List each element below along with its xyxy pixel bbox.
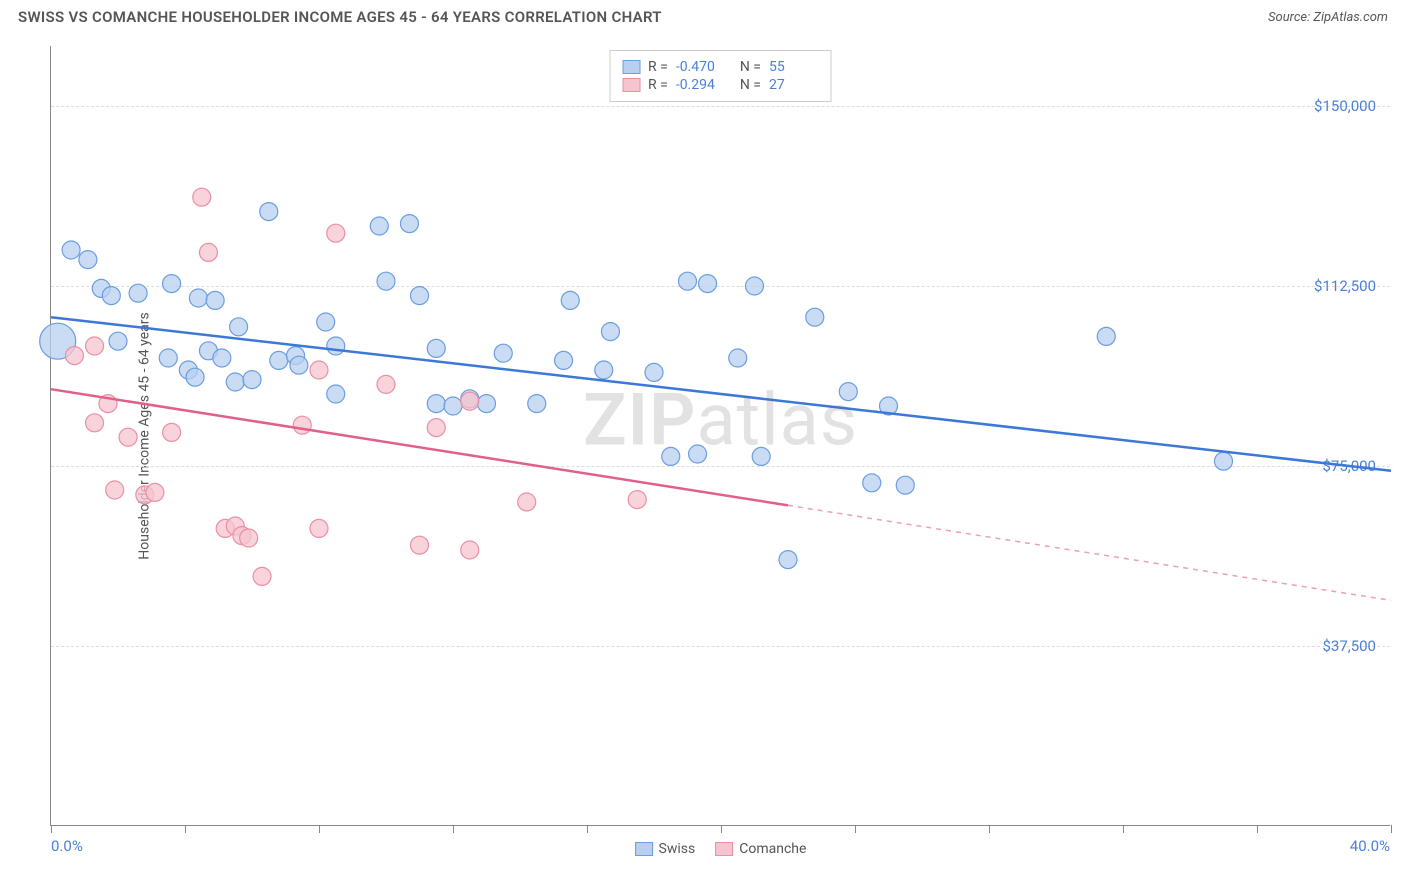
chart-header: SWISS VS COMANCHE HOUSEHOLDER INCOME AGE…: [0, 0, 1406, 38]
data-point[interactable]: [427, 419, 445, 437]
data-point[interactable]: [699, 275, 717, 293]
data-point[interactable]: [779, 551, 797, 569]
data-point[interactable]: [806, 308, 824, 326]
data-point[interactable]: [839, 383, 857, 401]
swiss-swatch-icon: [622, 60, 640, 74]
data-point[interactable]: [461, 392, 479, 410]
x-axis-min-label: 0.0%: [51, 837, 83, 855]
data-point[interactable]: [662, 447, 680, 465]
data-point[interactable]: [213, 349, 231, 367]
data-point[interactable]: [377, 272, 395, 290]
data-point[interactable]: [186, 368, 204, 386]
data-point[interactable]: [411, 536, 429, 554]
data-point[interactable]: [601, 323, 619, 341]
data-point[interactable]: [628, 491, 646, 509]
data-point[interactable]: [260, 203, 278, 221]
legend-stats-row-swiss: R = -0.470 N = 55: [622, 59, 819, 75]
data-point[interactable]: [206, 291, 224, 309]
legend-label: Swiss: [659, 841, 696, 857]
data-point[interactable]: [243, 371, 261, 389]
data-point[interactable]: [528, 395, 546, 413]
data-point[interactable]: [310, 519, 328, 537]
data-point[interactable]: [327, 224, 345, 242]
data-point[interactable]: [106, 481, 124, 499]
chart-source: Source: ZipAtlas.com: [1268, 10, 1388, 25]
legend-item-swiss[interactable]: Swiss: [635, 841, 696, 857]
data-point[interactable]: [146, 483, 164, 501]
data-point[interactable]: [1097, 327, 1115, 345]
legend-item-comanche[interactable]: Comanche: [715, 841, 806, 857]
data-point[interactable]: [478, 395, 496, 413]
regression-line: [51, 317, 1391, 471]
data-point[interactable]: [193, 188, 211, 206]
data-point[interactable]: [595, 361, 613, 379]
data-point[interactable]: [896, 476, 914, 494]
legend-stats-row-comanche: R = -0.294 N = 27: [622, 77, 819, 93]
data-point[interactable]: [86, 337, 104, 355]
data-point[interactable]: [327, 337, 345, 355]
data-point[interactable]: [746, 277, 764, 295]
chart-title: SWISS VS COMANCHE HOUSEHOLDER INCOME AGE…: [18, 8, 662, 26]
data-point[interactable]: [752, 447, 770, 465]
data-point[interactable]: [163, 423, 181, 441]
data-point[interactable]: [518, 493, 536, 511]
comanche-swatch-icon: [622, 78, 640, 92]
regression-line-extrapolated: [788, 505, 1391, 600]
comanche-swatch-icon: [715, 842, 733, 856]
data-point[interactable]: [400, 215, 418, 233]
data-point[interactable]: [270, 351, 288, 369]
data-point[interactable]: [689, 445, 707, 463]
data-point[interactable]: [863, 474, 881, 492]
legend-label: Comanche: [739, 841, 806, 857]
data-point[interactable]: [377, 375, 395, 393]
data-point[interactable]: [65, 347, 83, 365]
data-point[interactable]: [102, 287, 120, 305]
data-point[interactable]: [1215, 452, 1233, 470]
data-point[interactable]: [86, 414, 104, 432]
data-point[interactable]: [411, 287, 429, 305]
data-point[interactable]: [679, 272, 697, 290]
data-point[interactable]: [427, 339, 445, 357]
data-point[interactable]: [444, 397, 462, 415]
data-point[interactable]: [79, 251, 97, 269]
legend-stats: R = -0.470 N = 55 R = -0.294 N = 27: [609, 50, 832, 102]
data-point[interactable]: [159, 349, 177, 367]
data-point[interactable]: [129, 284, 147, 302]
scatter-svg: [51, 46, 1390, 825]
data-point[interactable]: [189, 289, 207, 307]
data-point[interactable]: [370, 217, 388, 235]
data-point[interactable]: [230, 318, 248, 336]
data-point[interactable]: [163, 275, 181, 293]
data-point[interactable]: [427, 395, 445, 413]
data-point[interactable]: [461, 541, 479, 559]
data-point[interactable]: [645, 363, 663, 381]
data-point[interactable]: [293, 416, 311, 434]
data-point[interactable]: [290, 356, 308, 374]
data-point[interactable]: [555, 351, 573, 369]
data-point[interactable]: [327, 385, 345, 403]
data-point[interactable]: [310, 361, 328, 379]
plot-area: Householder Income Ages 45 - 64 years $3…: [50, 46, 1390, 826]
swiss-swatch-icon: [635, 842, 653, 856]
x-axis-max-label: 40.0%: [1350, 837, 1390, 855]
data-point[interactable]: [494, 344, 512, 362]
data-point[interactable]: [199, 243, 217, 261]
data-point[interactable]: [226, 373, 244, 391]
data-point[interactable]: [109, 332, 127, 350]
data-point[interactable]: [317, 313, 335, 331]
data-point[interactable]: [561, 291, 579, 309]
legend-series: Swiss Comanche: [635, 841, 807, 857]
data-point[interactable]: [119, 428, 137, 446]
data-point[interactable]: [253, 567, 271, 585]
data-point[interactable]: [729, 349, 747, 367]
data-point[interactable]: [240, 529, 258, 547]
data-point[interactable]: [62, 241, 80, 259]
